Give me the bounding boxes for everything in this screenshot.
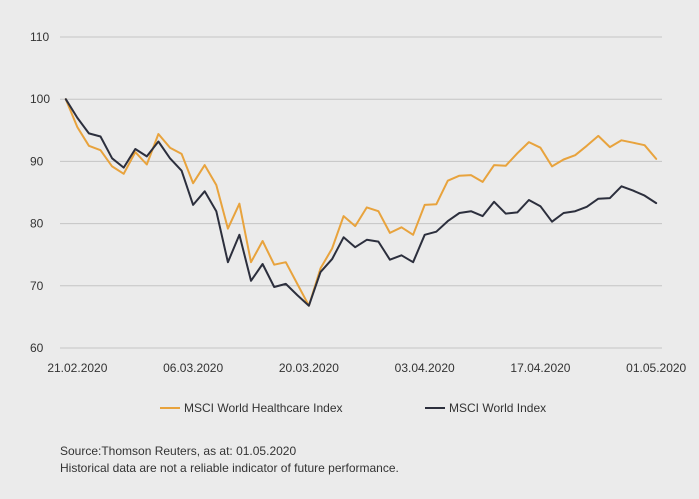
legend: MSCI World Healthcare Index MSCI World In…	[160, 401, 546, 415]
x-tick-label: 03.04.2020	[395, 361, 455, 375]
y-tick-label: 110	[30, 30, 49, 44]
y-tick-label: 70	[30, 279, 44, 293]
series-line-world	[64, 98, 658, 307]
legend-label: MSCI World Index	[449, 401, 546, 415]
series-lines	[64, 98, 658, 307]
x-tick-label: 06.03.2020	[163, 361, 223, 375]
y-tick-label: 90	[30, 154, 44, 168]
x-tick-label: 20.03.2020	[279, 361, 339, 375]
series-line-healthcare	[64, 98, 658, 307]
x-tick-label: 01.05.2020	[626, 361, 686, 375]
gridlines	[60, 36, 662, 349]
legend-label: MSCI World Healthcare Index	[184, 401, 343, 415]
source-note: Source:Thomson Reuters, as at: 01.05.202…	[60, 444, 297, 458]
x-axis-ticks: 21.02.2020 06.03.2020 20.03.2020 03.04.2020…	[47, 361, 686, 375]
x-tick-label: 21.02.2020	[47, 361, 107, 375]
y-axis-ticks: 60 70 80 90 100 110	[30, 30, 50, 355]
y-tick-label: 80	[30, 217, 44, 231]
x-tick-label: 17.04.2020	[510, 361, 570, 375]
y-tick-label: 60	[30, 341, 44, 355]
y-tick-label: 100	[30, 92, 50, 106]
disclaimer-note: Historical data are not a reliable indic…	[60, 461, 399, 475]
